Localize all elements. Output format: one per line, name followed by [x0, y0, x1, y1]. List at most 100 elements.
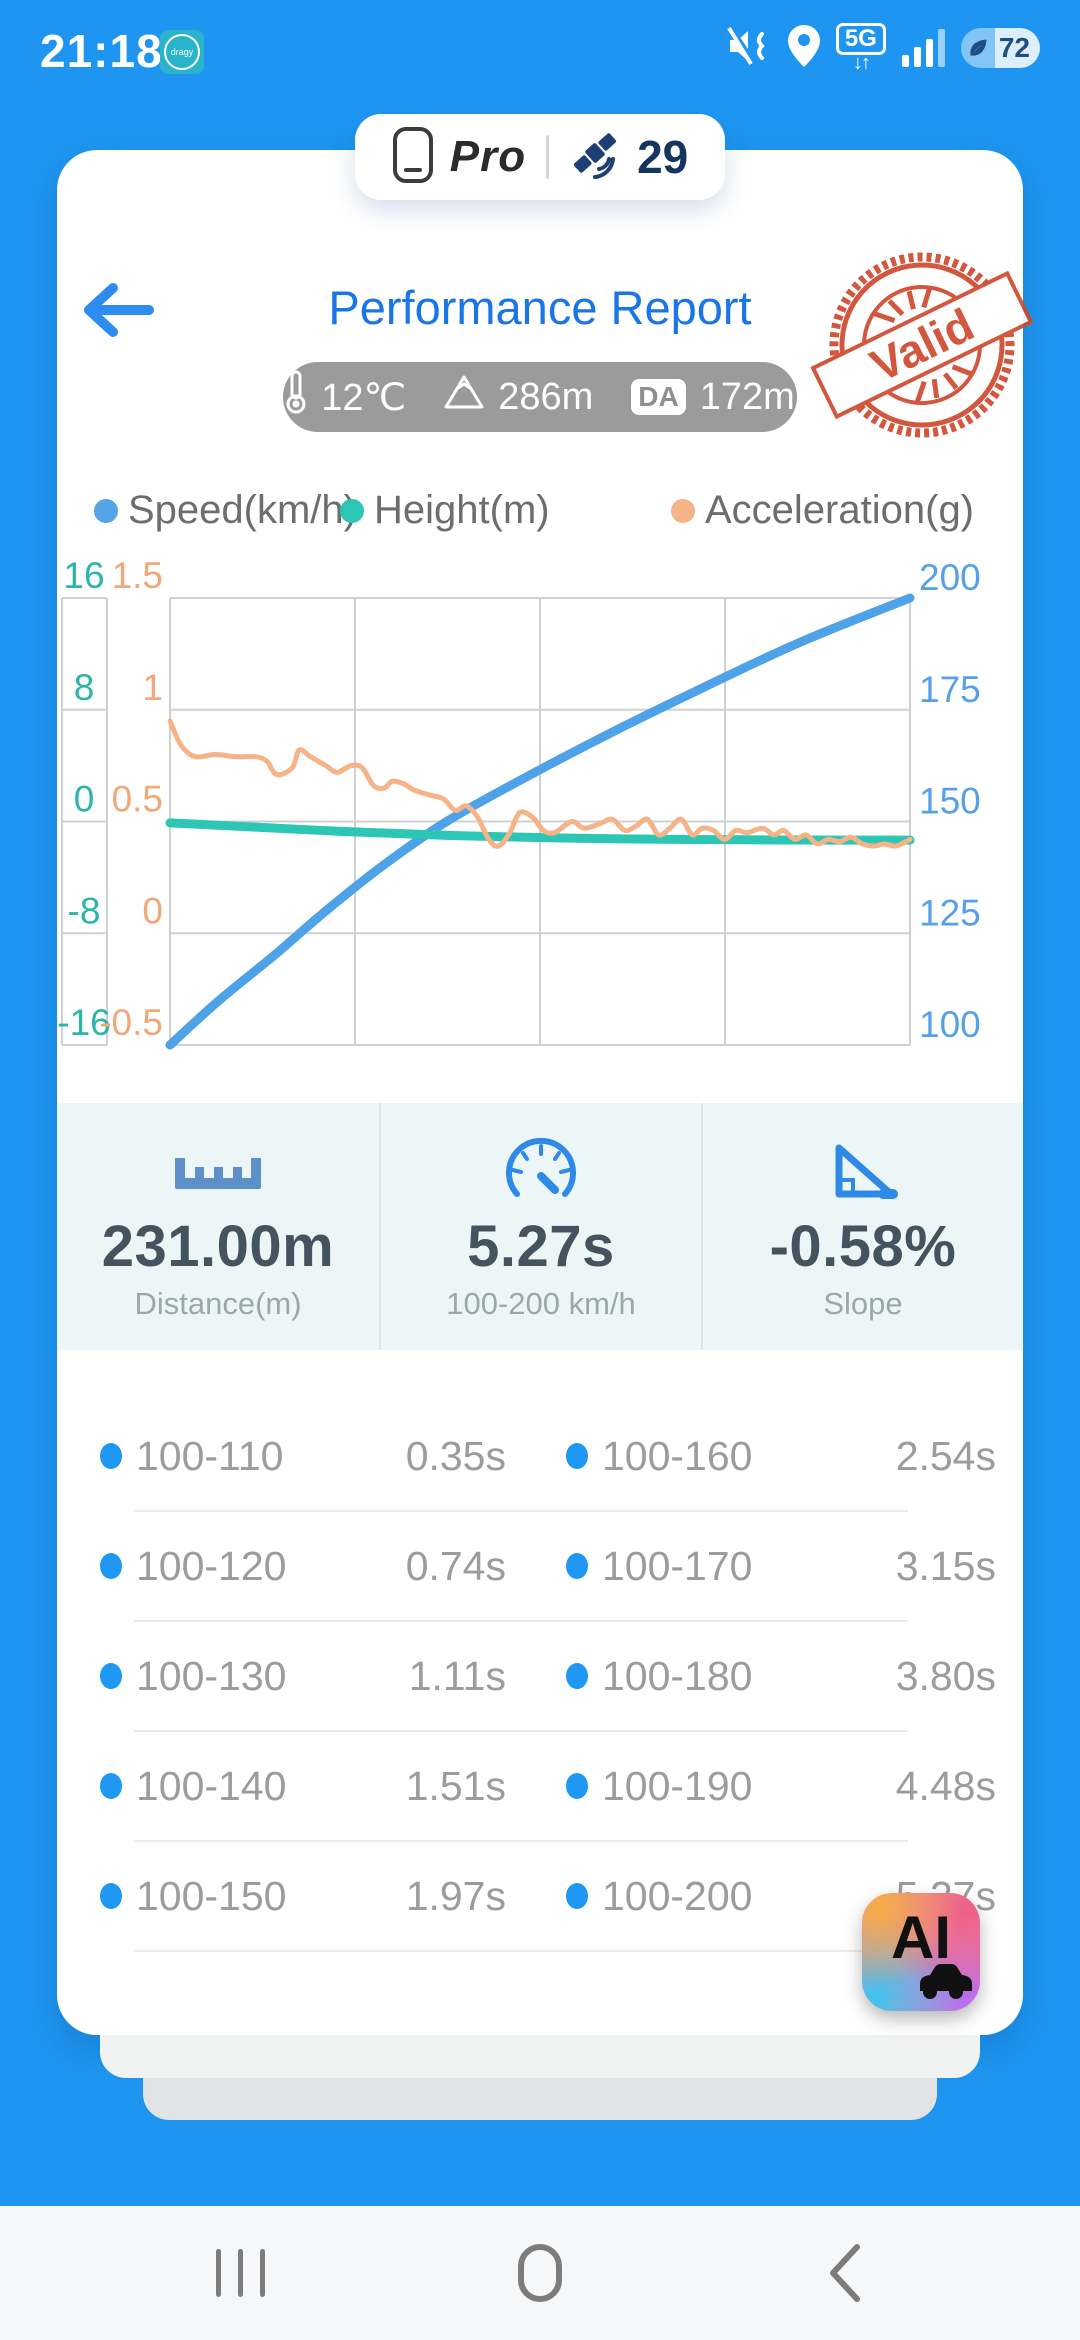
splits-table: 100-110 0.35s 100-160 2.54s 100-120 0.74s 100-… [57, 1402, 1023, 1952]
acceleration-legend-dot [671, 498, 695, 523]
ruler-icon [173, 1137, 263, 1207]
split-time: 3.15s [895, 1542, 996, 1589]
ai-label: AI [891, 1904, 951, 1971]
bullet-dot-icon [100, 1663, 122, 1689]
slope-icon [825, 1137, 901, 1207]
time-label: 100-200 km/h [446, 1286, 636, 1321]
stamp-text: Valid [862, 298, 981, 392]
bullet-dot-icon [566, 1773, 588, 1799]
split-time: 3.80s [895, 1652, 996, 1699]
speed-range: 100-110 [136, 1432, 284, 1479]
speed-range: 100-190 [602, 1762, 753, 1809]
split-pair: 100-180 3.80s [566, 1653, 996, 1700]
axis-tick-label: 16 [63, 555, 104, 596]
split-pair: 100-130 1.11s [100, 1653, 506, 1700]
data-arrows-icon: ↓↑ [852, 52, 871, 74]
status-bar: 21:18 dragy 5G ↓↑ [0, 0, 1080, 96]
battery-percent: 72 [994, 28, 1040, 68]
car-icon [914, 1956, 972, 2005]
split-pair: 100-170 3.15s [566, 1543, 996, 1590]
axis-tick-label: 1 [142, 667, 163, 708]
split-pair: 100-120 0.74s [100, 1543, 506, 1590]
legend-item-height: Height(m) [340, 488, 550, 533]
split-pair: 100-140 1.51s [100, 1763, 506, 1810]
conditions-pill: 12℃ 286m DA 172m [283, 362, 797, 432]
series-acceleration-g- [167, 718, 913, 849]
chart-legend: Speed(km/h) Height(m) Acceleration(g) [57, 488, 1023, 538]
power-saving-leaf-icon [960, 28, 995, 68]
legend-label: Speed(km/h) [128, 488, 357, 532]
report-card: Performance Report 12℃ 286m DA 172m [57, 150, 1034, 2035]
row-divider [134, 1730, 908, 1732]
pill-divider [546, 135, 550, 179]
device-icon [392, 126, 434, 189]
thermometer-icon [285, 370, 307, 424]
bullet-dot-icon [100, 1443, 122, 1469]
axis-tick-label: -0.5 [99, 1002, 163, 1043]
bullet-dot-icon [100, 1553, 122, 1579]
split-pair: 100-150 1.97s [100, 1873, 506, 1920]
row-divider [134, 1840, 908, 1842]
split-time: 0.74s [405, 1542, 506, 1589]
recents-button[interactable] [194, 2206, 286, 2340]
ai-assistant-button[interactable]: AI [862, 1893, 980, 2011]
speed-range: 100-130 [136, 1652, 287, 1699]
height-legend-dot [340, 498, 364, 523]
axis-tick-label: 125 [919, 892, 981, 933]
signal-strength-icon [901, 29, 945, 67]
altitude-value: 286m [498, 375, 594, 418]
speed-range: 100-150 [136, 1872, 287, 1919]
temperature-value: 12℃ [321, 376, 407, 419]
axis-tick-label: 100 [919, 1004, 981, 1045]
bullet-dot-icon [566, 1553, 588, 1579]
speed-range: 100-170 [602, 1542, 753, 1589]
home-button[interactable] [494, 2206, 586, 2340]
device-status-pill[interactable]: Pro 29 [355, 114, 725, 200]
speed-range: 100-140 [136, 1762, 287, 1809]
bullet-dot-icon [566, 1663, 588, 1689]
axis-tick-label: -8 [68, 890, 101, 931]
slope-value: -0.58% [769, 1214, 957, 1279]
speed-range: 100-160 [602, 1432, 753, 1479]
back-button[interactable] [79, 280, 155, 340]
split-time: 1.11s [408, 1652, 506, 1699]
performance-chart[interactable]: 16 8 0 -8 -16 1.5 1 0.5 0 -0.5 200 175 150 125 100 [57, 555, 1023, 1065]
axis-tick-label: 175 [919, 669, 981, 710]
status-icons: 5G ↓↑ 72 [726, 22, 1040, 74]
legend-label: Acceleration(g) [705, 488, 975, 532]
stat-slope: -0.58% Slope [701, 1103, 1023, 1350]
clock: 21:18 [40, 25, 163, 77]
axis-tick-label: 8 [74, 667, 95, 708]
bullet-dot-icon [100, 1773, 122, 1799]
5g-network-icon: 5G ↓↑ [835, 23, 886, 74]
mute-vibrate-icon [726, 24, 772, 73]
speed-legend-dot [94, 498, 118, 523]
density-altitude-value: 172m [699, 375, 795, 418]
table-row: 100-110 0.35s 100-160 2.54s [57, 1402, 1023, 1510]
split-time: 1.97s [405, 1872, 506, 1919]
summary-stats: 231.00m Distance(m) [57, 1103, 1023, 1350]
da-badge: DA [631, 379, 686, 415]
axis-tick-label: 150 [919, 781, 981, 822]
mountain-icon [444, 375, 484, 419]
time-value: 5.27s [467, 1214, 615, 1279]
table-row: 100-140 1.51s 100-190 4.48s [57, 1732, 1023, 1840]
location-icon [787, 24, 820, 72]
distance-label: Distance(m) [134, 1286, 302, 1321]
row-divider [134, 1620, 908, 1622]
battery-indicator: 72 [960, 28, 1040, 68]
back-nav-button[interactable] [799, 2206, 891, 2340]
series-height-m- [165, 818, 915, 845]
row-divider [134, 1510, 908, 1512]
axis-tick-label: 1.5 [112, 555, 163, 596]
stat-time: 5.27s 100-200 km/h [379, 1103, 701, 1350]
bullet-dot-icon [566, 1883, 588, 1909]
split-time: 0.35s [405, 1432, 506, 1479]
slope-label: Slope [823, 1286, 903, 1321]
bullet-dot-icon [566, 1443, 588, 1469]
speed-range: 100-120 [136, 1542, 287, 1589]
table-row: 100-120 0.74s 100-170 3.15s [57, 1512, 1023, 1620]
page-title: Performance Report [328, 281, 752, 334]
table-row: 100-130 1.11s 100-180 3.80s [57, 1622, 1023, 1730]
